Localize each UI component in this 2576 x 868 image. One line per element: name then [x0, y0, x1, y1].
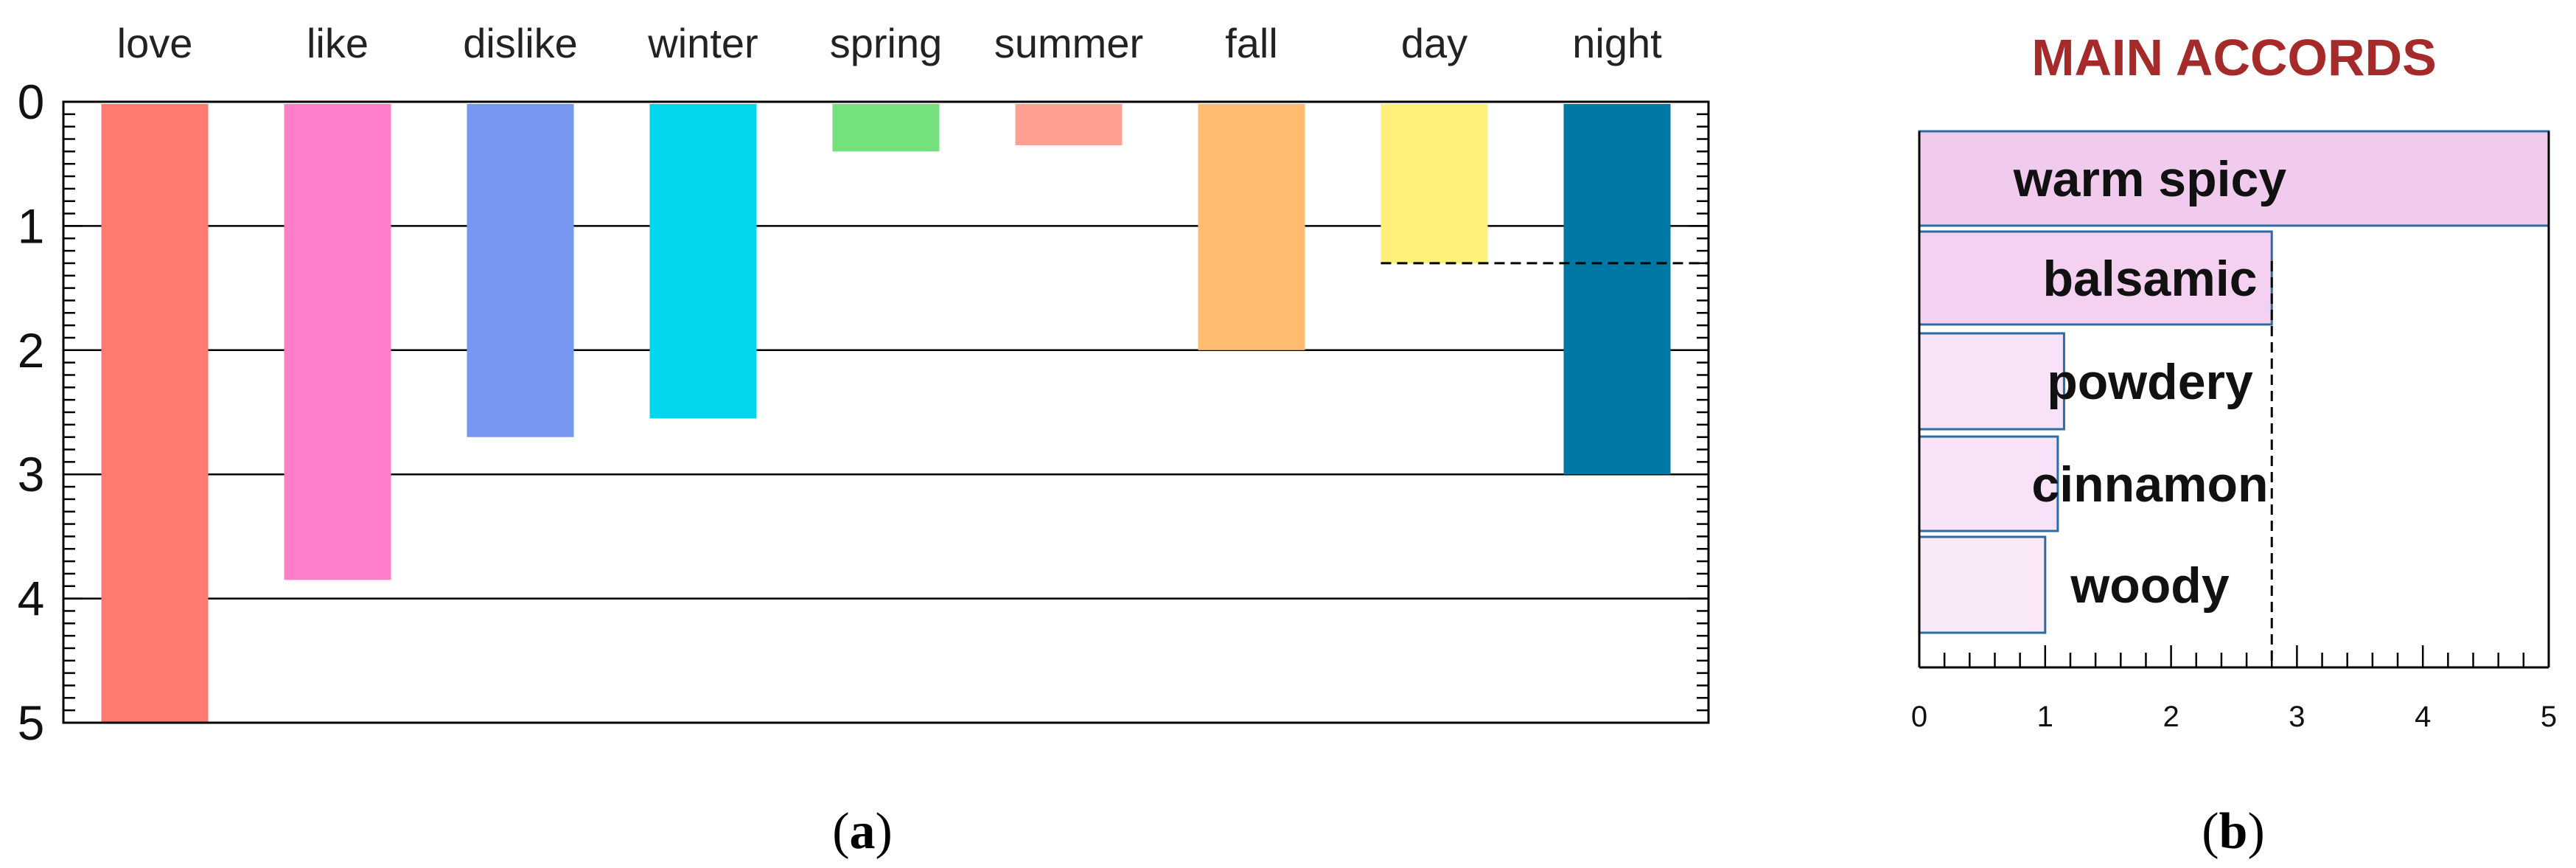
panel-b-x-tick-label: 0: [1911, 701, 1927, 733]
panel-a-bar-summer: [1015, 104, 1123, 145]
panel-b-caption-label: (b): [2202, 803, 2265, 860]
panel-b-bar-powdery: [1918, 332, 2065, 431]
panel-b-caption-close: ): [2247, 803, 2264, 860]
panel-b-bars: [1918, 130, 2550, 634]
panel-a-bar-dislike: [467, 104, 574, 437]
panel-a-category-label: spring: [830, 20, 943, 66]
panel-a-y-tick-label: 1: [18, 198, 45, 253]
panel-a-tick-marks: [63, 100, 1708, 724]
panel-b-bar-warm-spicy: [1918, 130, 2550, 227]
panel-a-bars: [101, 104, 1671, 723]
panel-b-bar-label: cinnamon: [2031, 456, 2268, 513]
panel-a-category-label: fall: [1225, 20, 1278, 66]
panel-a-y-tick-label: 4: [18, 572, 45, 626]
panel-b-x-tick-label: 3: [2289, 701, 2305, 733]
panel-a-category-label: night: [1572, 20, 1662, 66]
panel-b-x-tick-label: 5: [2541, 701, 2557, 733]
panel-a-bar-spring: [832, 104, 940, 152]
panel-a-bar-winter: [649, 104, 757, 419]
panel-b-plot-frame: [1918, 131, 2550, 669]
panel-b-x-tick-label: 2: [2163, 701, 2179, 733]
panel-a-y-tick-label: 2: [18, 323, 45, 378]
panel-a-caption-label: (a): [832, 803, 893, 860]
panel-a-category-label: like: [307, 20, 369, 66]
panel-b-bar-labels: warm spicy balsamic powdery cinnamon woody: [2013, 151, 2287, 614]
panel-a-category-label: summer: [994, 20, 1143, 66]
panel-a-y-tick-label: 0: [18, 74, 45, 129]
panel-b-bar-label: warm spicy: [2013, 151, 2287, 207]
panel-b-bar-woody: [1918, 535, 2047, 634]
panel-b-x-tick-label: 4: [2415, 701, 2431, 733]
panel-a-y-tick-labels: 0 1 2 3 4 5: [18, 74, 45, 750]
panel-b-bar-cinnamon: [1918, 435, 2059, 532]
panel-b-tick-marks: [1918, 645, 2550, 667]
panel-b-bar-label: balsamic: [2042, 251, 2257, 307]
panel-a-caption-close: ): [876, 803, 893, 860]
panel-a-category-label: winter: [647, 20, 758, 66]
panel-b-x-tick-label: 1: [2037, 701, 2053, 733]
panel-b-title: MAIN ACCORDS: [2031, 29, 2437, 86]
panel-a-bar-day: [1381, 104, 1488, 263]
panel-a-category-label: love: [117, 20, 193, 66]
panel-b-bar-balsamic: [1918, 230, 2273, 326]
panel-b-bar-label: woody: [2070, 558, 2230, 614]
panel-a-y-tick-label: 3: [18, 447, 45, 501]
panel-b-caption-open: (: [2202, 803, 2219, 860]
panel-a-bar-like: [284, 104, 391, 580]
panel-a-caption-letter: a: [850, 803, 876, 860]
panel-b-chart: MAIN ACCORDS warm spicy balsamic powdery ci…: [1911, 29, 2557, 733]
panel-a-category-labels: love like dislike winter spring summer fall day…: [117, 20, 1663, 66]
panel-b-bar-label: powdery: [2047, 354, 2253, 410]
panel-a-category-label: day: [1401, 20, 1467, 66]
panel-a-bar-night: [1563, 104, 1671, 475]
panel-a-category-label: dislike: [463, 20, 578, 66]
panel-b-caption-letter: b: [2219, 803, 2248, 860]
panel-b-x-tick-labels: 0 1 2 3 4 5: [1911, 701, 2557, 733]
panel-a-caption-open: (: [832, 803, 849, 860]
panel-a-bar-fall: [1198, 104, 1305, 350]
panel-a-y-tick-label: 5: [18, 695, 45, 750]
panel-a-chart: 0 1 2 3 4 5 love like dislike winter spring summer…: [18, 20, 1710, 750]
panel-a-bar-love: [101, 104, 209, 723]
